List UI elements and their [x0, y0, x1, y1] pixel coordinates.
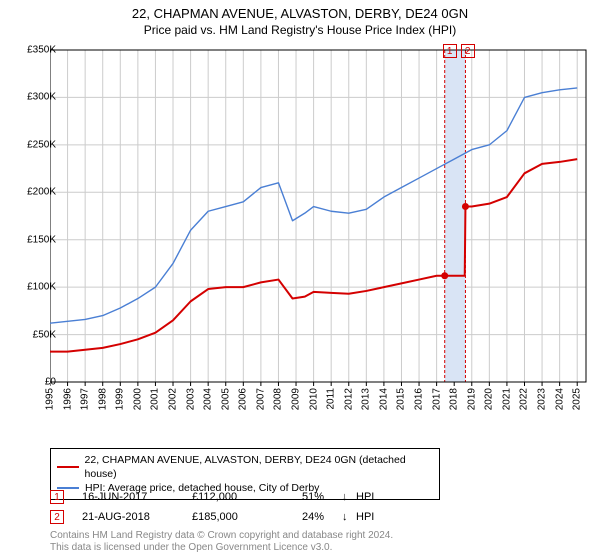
x-tick-label: 1998: [97, 388, 108, 410]
x-tick-label: 2001: [150, 388, 161, 410]
x-tick-label: 2011: [326, 388, 337, 410]
legend-label: 22, CHAPMAN AVENUE, ALVASTON, DERBY, DE2…: [85, 453, 433, 481]
x-tick-label: 2013: [361, 388, 372, 410]
marker-date: 21-AUG-2018: [82, 511, 192, 523]
footer-line: This data is licensed under the Open Gov…: [50, 542, 393, 554]
x-tick-label: 2017: [431, 388, 442, 410]
marker-badge: 1: [443, 44, 457, 58]
x-tick-label: 2023: [537, 388, 548, 410]
legend-item: 22, CHAPMAN AVENUE, ALVASTON, DERBY, DE2…: [57, 453, 433, 481]
x-tick-label: 2009: [291, 388, 302, 410]
x-tick-label: 2024: [554, 388, 565, 410]
x-tick-label: 2000: [132, 388, 143, 410]
chart-titles: 22, CHAPMAN AVENUE, ALVASTON, DERBY, DE2…: [0, 0, 600, 37]
marker-row: 2 21-AUG-2018 £185,000 24% ↓ HPI: [50, 510, 374, 524]
marker-price: £112,000: [192, 491, 302, 503]
x-tick-label: 2020: [484, 388, 495, 410]
chart-subtitle: Price paid vs. HM Land Registry's House …: [0, 23, 600, 37]
x-tick-label: 2012: [343, 388, 354, 410]
y-tick-label: £100K: [12, 282, 56, 293]
x-tick-label: 1997: [80, 388, 91, 410]
y-tick-label: £50K: [12, 329, 56, 340]
footer-line: Contains HM Land Registry data © Crown c…: [50, 530, 393, 542]
x-tick-label: 2015: [396, 388, 407, 410]
x-tick-label: 2018: [449, 388, 460, 410]
marker-badge: 2: [461, 44, 475, 58]
marker-price: £185,000: [192, 511, 302, 523]
down-arrow-icon: ↓: [342, 491, 356, 503]
x-tick-label: 2010: [308, 388, 319, 410]
x-tick-label: 2019: [466, 388, 477, 410]
x-tick-label: 2016: [414, 388, 425, 410]
y-tick-label: £350K: [12, 45, 56, 56]
chart-container: 22, CHAPMAN AVENUE, ALVASTON, DERBY, DE2…: [0, 0, 600, 560]
x-tick-label: 2003: [185, 388, 196, 410]
x-tick-label: 2008: [273, 388, 284, 410]
x-tick-label: 1999: [115, 388, 126, 410]
marker-date: 16-JUN-2017: [82, 491, 192, 503]
x-tick-label: 2006: [238, 388, 249, 410]
marker-vs: HPI: [356, 491, 374, 503]
marker-badge: 2: [50, 510, 64, 524]
x-tick-label: 2021: [501, 388, 512, 410]
legend-swatch: [57, 487, 79, 489]
marker-pct: 24%: [302, 511, 342, 523]
x-tick-label: 2004: [203, 388, 214, 410]
y-tick-label: £200K: [12, 187, 56, 198]
x-tick-label: 2005: [220, 388, 231, 410]
y-tick-label: £300K: [12, 92, 56, 103]
chart-plot-area: [50, 46, 590, 412]
marker-row: 1 16-JUN-2017 £112,000 51% ↓ HPI: [50, 490, 374, 504]
y-tick-label: £0: [12, 377, 56, 388]
x-tick-label: 1996: [62, 388, 73, 410]
chart-title: 22, CHAPMAN AVENUE, ALVASTON, DERBY, DE2…: [0, 6, 600, 21]
x-tick-label: 2025: [572, 388, 583, 410]
x-tick-label: 2007: [255, 388, 266, 410]
down-arrow-icon: ↓: [342, 511, 356, 523]
y-tick-label: £150K: [12, 234, 56, 245]
marker-pct: 51%: [302, 491, 342, 503]
marker-vs: HPI: [356, 511, 374, 523]
chart-svg: [50, 46, 590, 412]
x-tick-label: 1995: [45, 388, 56, 410]
marker-badge: 1: [50, 490, 64, 504]
y-tick-label: £250K: [12, 139, 56, 150]
x-tick-label: 2022: [519, 388, 530, 410]
legend-swatch: [57, 466, 79, 468]
footer: Contains HM Land Registry data © Crown c…: [50, 530, 393, 554]
x-tick-label: 2014: [378, 388, 389, 410]
top-marker-badges: 12: [443, 44, 475, 58]
x-tick-label: 2002: [168, 388, 179, 410]
